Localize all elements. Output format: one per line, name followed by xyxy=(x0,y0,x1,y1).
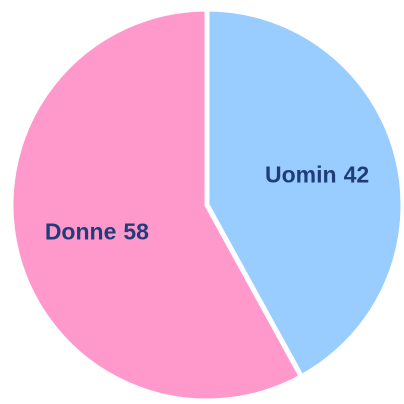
pie-slice xyxy=(204,6,404,381)
slice-label: Donne 58 xyxy=(45,218,149,244)
slice-label-value: 58 xyxy=(123,218,149,244)
slice-label-value: 42 xyxy=(344,162,370,188)
slice-label: Uomin 42 xyxy=(265,162,369,188)
slice-label-name: Donne xyxy=(45,218,117,244)
slice-label-name: Uomin xyxy=(265,162,337,188)
pie-slice xyxy=(8,6,305,404)
